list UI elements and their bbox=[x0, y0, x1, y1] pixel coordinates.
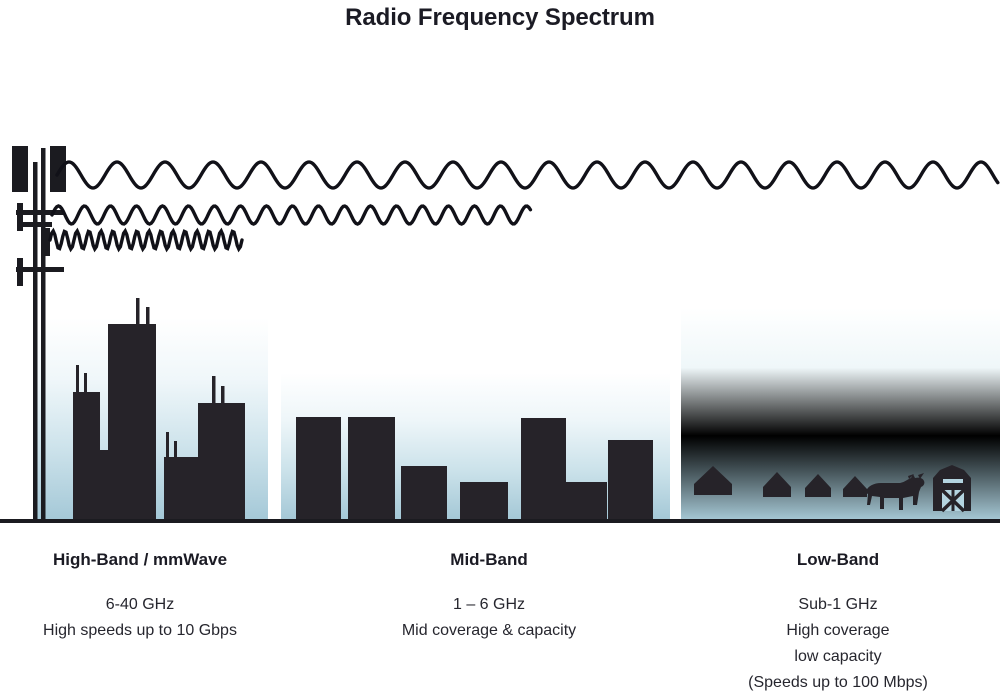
house-shape bbox=[805, 474, 831, 497]
city-skyline-high-band bbox=[73, 298, 245, 521]
building-spire bbox=[136, 298, 140, 324]
radio-waves bbox=[48, 160, 1000, 253]
band-sub-line: 1 – 6 GHz bbox=[452, 596, 526, 613]
cow-silhouette bbox=[857, 473, 925, 510]
antenna-panel bbox=[50, 146, 66, 192]
band-sub-high-band: 6-40 GHz High speeds up to 10 Gbps bbox=[0, 592, 280, 644]
building-block bbox=[164, 457, 202, 521]
band-sub-mid-band: 1 – 6 GHz Mid coverage & capacity bbox=[349, 592, 629, 644]
building-block bbox=[100, 450, 110, 521]
building-block bbox=[566, 482, 607, 521]
building-block bbox=[198, 403, 245, 521]
antenna-panel bbox=[43, 228, 50, 256]
band-sub-line: Mid coverage & capacity bbox=[401, 622, 577, 639]
building-spire bbox=[221, 386, 225, 403]
building-block bbox=[296, 417, 341, 521]
building-block bbox=[401, 466, 447, 521]
building-block bbox=[460, 482, 508, 521]
cell-tower bbox=[12, 146, 66, 521]
band-label-low-band: Low-Band bbox=[796, 550, 880, 569]
tower-crossbar bbox=[16, 210, 64, 215]
building-block bbox=[521, 418, 566, 521]
band-sub-line: (Speeds up to 100 Mbps) bbox=[748, 674, 928, 691]
band-label-mid-band: Mid-Band bbox=[450, 550, 528, 569]
low-frequency-wave bbox=[55, 160, 1000, 190]
rural-scene-low-band bbox=[694, 465, 971, 513]
city-skyline-mid-band bbox=[296, 417, 653, 521]
building-spire bbox=[212, 376, 216, 403]
antenna-panel bbox=[12, 146, 28, 192]
tower-mast bbox=[33, 162, 38, 521]
building-spire bbox=[76, 365, 79, 393]
band-sub-line: Sub-1 GHz bbox=[798, 596, 878, 613]
building-spire bbox=[166, 432, 169, 457]
antenna-panel bbox=[17, 258, 23, 286]
tower-crossbar bbox=[16, 267, 64, 272]
ground-line bbox=[0, 519, 1000, 523]
antenna-panel bbox=[17, 203, 23, 231]
building-spire bbox=[174, 441, 177, 457]
tower-mast bbox=[41, 148, 46, 521]
building-block bbox=[348, 417, 395, 521]
page-title: Radio Frequency Spectrum bbox=[345, 4, 655, 31]
house-shape bbox=[694, 466, 732, 495]
building-block bbox=[108, 324, 156, 521]
building-block bbox=[608, 440, 653, 521]
barn-silhouette bbox=[933, 465, 971, 513]
band-sub-line: High coverage bbox=[786, 622, 890, 639]
band-sub-line: High speeds up to 10 Gbps bbox=[43, 622, 237, 639]
mid-frequency-wave bbox=[50, 204, 533, 226]
band-sub-line: 6-40 GHz bbox=[105, 596, 175, 613]
band-label-high-band: High-Band / mmWave bbox=[52, 550, 228, 569]
high-frequency-wave bbox=[48, 227, 244, 253]
building-spire bbox=[146, 307, 150, 324]
tower-crossbar bbox=[20, 222, 52, 227]
band-sub-low-band: Sub-1 GHz High coverage low capacity (Sp… bbox=[698, 592, 978, 696]
house-shape bbox=[763, 472, 791, 497]
building-spire bbox=[84, 373, 87, 393]
house-shape bbox=[843, 476, 867, 497]
band-sub-line: low capacity bbox=[794, 648, 882, 665]
building-block bbox=[73, 392, 100, 521]
